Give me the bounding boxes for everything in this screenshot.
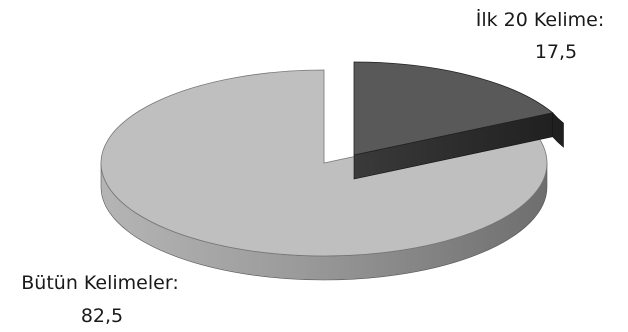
slice-value-butun-kelimeler: 82,5 xyxy=(81,305,123,327)
pie-slice-bunu-kelimeler xyxy=(100,69,548,257)
pie-slice-ilk-20-kelime xyxy=(353,61,554,156)
slice-label-ilk-20-kelime: İlk 20 Kelime: xyxy=(476,8,605,31)
slice-value-ilk-20-kelime: 17,5 xyxy=(535,41,577,63)
slice-label-butun-kelimeler: Bütün Kelimeler: xyxy=(21,272,178,294)
